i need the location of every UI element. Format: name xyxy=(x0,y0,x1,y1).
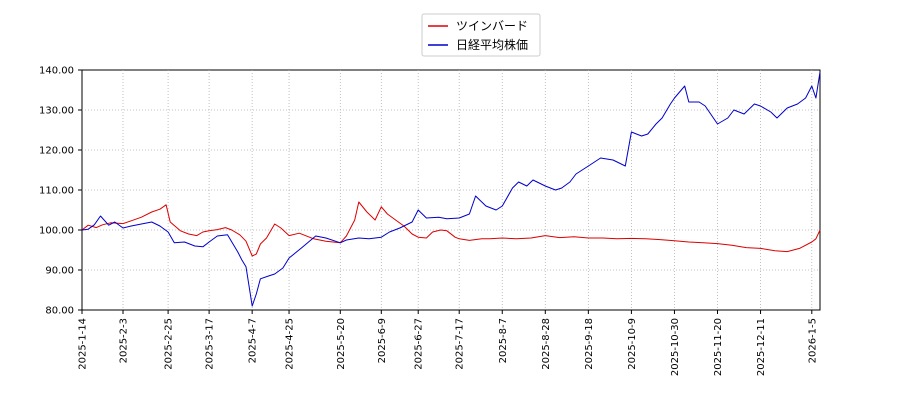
x-tick-label: 2025-10-9 xyxy=(627,318,638,370)
x-tick-label: 2025-8-28 xyxy=(541,318,552,370)
x-tick-label: 2026-1-5 xyxy=(807,318,818,363)
y-tick-label: 100.00 xyxy=(39,226,74,237)
y-tick-label: 130.00 xyxy=(39,106,74,117)
x-tick-label: 2025-9-18 xyxy=(584,318,595,370)
series-line-1 xyxy=(81,71,821,307)
x-tick-label: 2025-2-25 xyxy=(164,318,175,370)
x-axis-ticks: 2025-1-14 2025-2-3 2025-2-25 2025-3-17 2025-… xyxy=(78,310,818,376)
x-tick-label: 2025-7-17 xyxy=(455,318,466,370)
x-tick-label: 2025-4-7 xyxy=(248,318,259,363)
series-lines xyxy=(81,71,821,307)
x-tick-label: 2025-2-3 xyxy=(119,318,130,363)
x-tick-label: 2025-3-17 xyxy=(205,318,216,370)
y-tick-label: 80.00 xyxy=(45,306,74,317)
grid-lines xyxy=(82,70,820,310)
legend-label-series-0: ツインバード xyxy=(456,19,528,33)
x-tick-label: 2025-5-20 xyxy=(336,318,347,370)
y-tick-label: 120.00 xyxy=(39,146,74,157)
x-tick-label: 2025-4-25 xyxy=(285,318,296,370)
y-tick-label: 90.00 xyxy=(45,266,74,277)
y-axis-ticks: 80.00 90.00 100.00 110.00 120.00 130.00 140.00 xyxy=(39,66,82,317)
x-tick-label: 2025-1-14 xyxy=(78,318,89,370)
x-tick-label: 2025-6-27 xyxy=(414,318,425,370)
x-tick-label: 2025-8-7 xyxy=(498,318,509,363)
legend-label-series-1: 日経平均株価 xyxy=(456,37,528,52)
x-tick-label: 2025-12-11 xyxy=(756,318,767,376)
x-tick-label: 2025-11-20 xyxy=(713,318,724,376)
y-tick-label: 110.00 xyxy=(39,186,74,197)
x-tick-label: 2025-6-9 xyxy=(377,318,388,363)
series-line-0 xyxy=(81,201,821,257)
legend: ツインバード 日経平均株価 xyxy=(421,13,541,57)
legend-box xyxy=(421,13,541,57)
y-tick-label: 140.00 xyxy=(39,66,74,77)
x-tick-label: 2025-10-30 xyxy=(670,318,681,376)
